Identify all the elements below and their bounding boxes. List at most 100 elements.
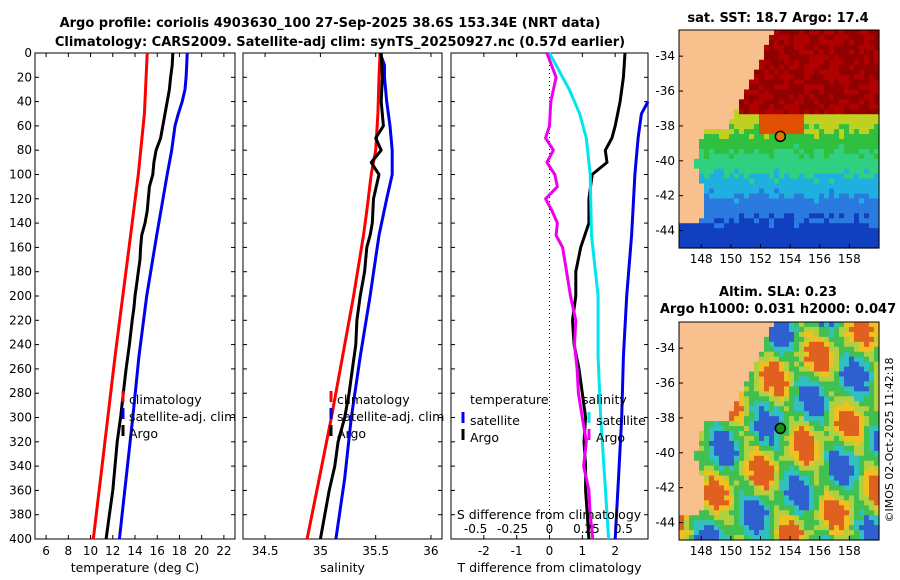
map-cell: [709, 99, 715, 105]
map-cell: [684, 243, 690, 249]
map-cell: [849, 346, 855, 353]
map-cell: [804, 30, 810, 36]
map-cell: [709, 79, 715, 86]
map-cell: [869, 376, 875, 383]
map-cell: [819, 233, 825, 239]
map-cell: [839, 520, 845, 526]
map-cell: [804, 54, 810, 61]
map-cell: [754, 440, 760, 447]
map-cell: [769, 440, 775, 447]
map-cell: [804, 500, 810, 506]
map-cell: [739, 114, 745, 120]
map-cell: [874, 406, 880, 412]
map-cell: [789, 331, 795, 338]
map-cell: [719, 411, 725, 417]
map-cell: [684, 401, 690, 407]
map-cell: [754, 34, 760, 41]
map-cell: [744, 238, 750, 244]
map-cell: [699, 243, 705, 249]
map-cell: [744, 480, 750, 487]
map-cell: [744, 465, 750, 472]
map-cell: [739, 510, 745, 516]
map-cell: [679, 421, 685, 427]
map-cell: [829, 198, 835, 204]
map-cell: [844, 158, 850, 165]
map-xtick-label: 158: [838, 544, 861, 558]
map-cell: [824, 34, 830, 41]
map-cell: [789, 346, 795, 353]
map-cell: [814, 178, 820, 185]
map-cell: [754, 94, 760, 100]
map-cell: [749, 391, 755, 397]
map-cell: [714, 218, 720, 224]
map-cell: [764, 148, 770, 155]
map-cell: [874, 505, 880, 511]
map-cell: [824, 54, 830, 61]
map-cell: [684, 416, 690, 422]
map-cell: [694, 203, 700, 209]
map-cell: [804, 346, 810, 353]
map-cell: [824, 198, 830, 204]
map-cell: [759, 59, 765, 66]
map-cell: [724, 435, 730, 442]
map-cell: [689, 331, 695, 338]
map-cell: [759, 163, 765, 170]
map-cell: [864, 346, 870, 353]
map-cell: [839, 69, 845, 76]
ytick-label: 400: [9, 532, 32, 546]
map-cell: [834, 381, 840, 387]
map-cell: [689, 228, 695, 234]
map-cell: [759, 243, 765, 249]
map-cell: [759, 139, 765, 145]
map-cell: [754, 49, 760, 56]
map-cell: [864, 431, 870, 437]
map-cell: [849, 49, 855, 56]
map-cell: [779, 490, 785, 496]
map-cell: [679, 203, 685, 209]
map-cell: [689, 505, 695, 511]
map-cell: [739, 406, 745, 412]
map-cell: [829, 213, 835, 219]
map-cell: [824, 223, 830, 229]
map-cell: [864, 341, 870, 348]
map-cell: [834, 143, 840, 150]
ytick-label: 40: [17, 95, 32, 109]
map-cell: [739, 361, 745, 368]
map-cell: [849, 223, 855, 229]
map-cell: [759, 356, 765, 363]
map-cell: [699, 406, 705, 412]
map-cell: [739, 356, 745, 363]
map-cell: [729, 233, 735, 239]
map-cell: [774, 322, 780, 328]
map-cell: [854, 440, 860, 447]
map-cell: [864, 94, 870, 100]
map-cell: [714, 515, 720, 521]
map-cell: [859, 89, 865, 95]
map-cell: [809, 238, 815, 244]
map-cell: [799, 465, 805, 472]
map-cell: [769, 163, 775, 170]
map-cell: [679, 84, 685, 91]
map-cell: [734, 495, 740, 501]
map-cell: [679, 148, 685, 155]
map-cell: [794, 79, 800, 86]
map-cell: [844, 411, 850, 417]
map-cell: [839, 30, 845, 36]
map-cell: [824, 218, 830, 224]
map-cell: [779, 218, 785, 224]
map-cell: [794, 361, 800, 368]
map-cell: [684, 391, 690, 397]
map-cell: [864, 520, 870, 526]
map-cell: [864, 361, 870, 368]
map-cell: [699, 331, 705, 338]
map-cell: [844, 356, 850, 363]
map-cell: [864, 351, 870, 358]
map-cell: [794, 401, 800, 407]
map-cell: [794, 341, 800, 348]
map-cell: [839, 326, 845, 333]
map-cell: [869, 366, 875, 373]
map-cell: [839, 515, 845, 521]
map-cell: [824, 84, 830, 91]
map-cell: [684, 134, 690, 140]
map-cell: [739, 386, 745, 392]
